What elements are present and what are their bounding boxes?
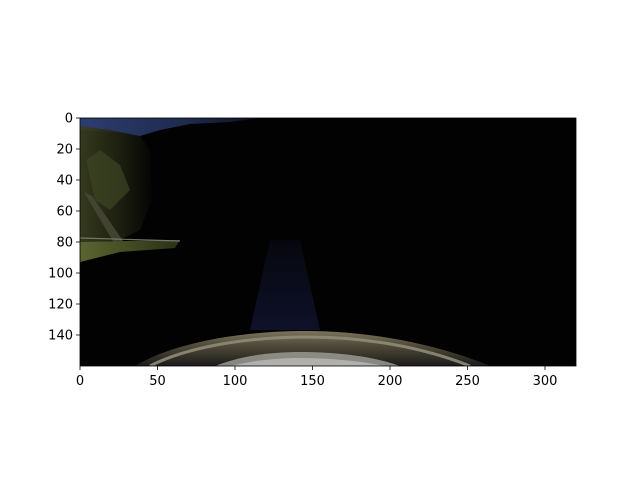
y-tick-label: 60	[56, 205, 73, 220]
x-tick-label: 250	[455, 374, 480, 389]
y-tick-label: 100	[48, 267, 73, 282]
camera-image	[80, 118, 576, 366]
road-edge-line	[80, 237, 181, 242]
x-tick-label: 200	[378, 374, 403, 389]
tree-trunk	[84, 192, 128, 250]
hood-reflection	[230, 358, 385, 366]
x-tick-label: 150	[300, 374, 325, 389]
y-tick-label: 0	[65, 112, 73, 127]
x-axis: 0 50 100 150 200 250 300	[76, 366, 558, 389]
y-tick-label: 20	[56, 143, 73, 158]
grass-region	[80, 240, 180, 262]
y-tick-label: 140	[48, 329, 73, 344]
sky-region	[80, 118, 260, 136]
tree-highlights	[86, 150, 130, 210]
car-hood	[135, 330, 490, 366]
road-region	[250, 240, 320, 330]
x-tick-label: 50	[149, 374, 166, 389]
y-axis: 0 20 40 60 80 100 120 140	[48, 112, 80, 344]
y-tick-label: 40	[56, 174, 73, 189]
x-tick-label: 0	[76, 374, 84, 389]
x-tick-label: 300	[533, 374, 558, 389]
y-tick-label: 80	[56, 236, 73, 251]
y-tick-label: 120	[48, 298, 73, 313]
x-tick-label: 100	[223, 374, 248, 389]
hood-rim	[149, 335, 471, 366]
